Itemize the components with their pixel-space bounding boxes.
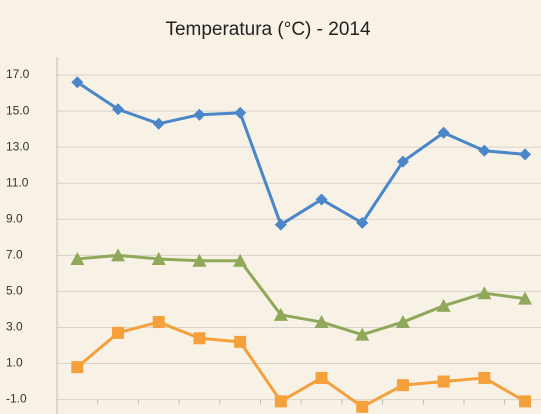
marker [396,155,409,168]
y-tick-label: 1.0 [6,356,23,370]
marker [193,108,206,121]
marker [396,379,409,392]
marker [478,371,491,384]
series-line [77,253,526,337]
y-tick-label: 5.0 [6,284,23,298]
marker [193,332,206,345]
marker [111,248,126,262]
y-tick-label: 7.0 [6,248,23,262]
marker [518,291,533,305]
marker [314,315,329,329]
marker [437,126,450,139]
marker [233,253,248,267]
marker [315,193,328,206]
marker [519,395,532,408]
marker [395,315,410,329]
marker [477,286,492,300]
marker [112,103,125,116]
y-tick-label: 11.0 [6,175,29,189]
y-tick-label: 15.0 [6,103,30,117]
marker [71,361,84,374]
marker [70,251,85,265]
marker [274,395,287,408]
y-tick-label: 17.0 [6,67,30,81]
marker [315,371,328,384]
y-tick-label: 3.0 [6,320,23,334]
marker [355,327,370,341]
series-line [76,80,526,227]
marker [112,326,125,339]
marker [152,117,165,130]
marker [192,253,207,267]
marker [273,307,288,321]
marker [71,76,84,89]
y-tick-label: 9.0 [6,211,23,225]
marker [274,218,287,231]
series-line [76,320,526,409]
marker [151,251,166,265]
y-tick-label: 13.0 [6,139,30,153]
marker [234,106,247,119]
marker [519,148,532,161]
marker [436,298,451,312]
marker [478,144,491,157]
y-tick-label: -1.0 [6,392,27,406]
marker [356,400,369,413]
marker [437,375,450,388]
marker [234,335,247,348]
chart-title: Temperatura (°C) - 2014 [165,19,370,40]
marker [152,316,165,329]
marker [356,216,369,229]
